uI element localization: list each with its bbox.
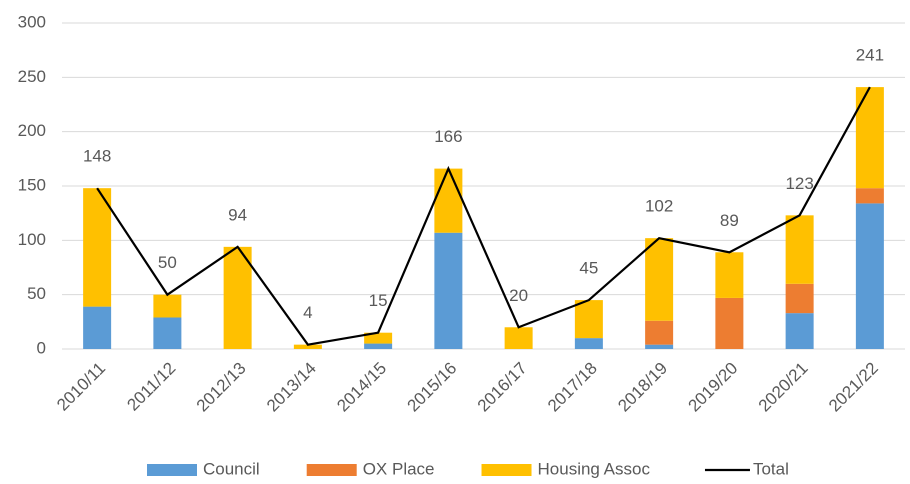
legend-swatch (306, 464, 357, 476)
bar-segment (434, 168, 463, 233)
bar-segment (574, 300, 603, 339)
bar-segment (223, 246, 252, 349)
bar-segment (434, 232, 463, 349)
y-tick-label: 0 (37, 338, 46, 357)
bar-segment (715, 297, 744, 349)
y-tick-label: 300 (18, 12, 46, 31)
data-label: 45 (579, 259, 598, 278)
y-tick-label: 100 (18, 230, 46, 249)
y-tick-label: 150 (18, 175, 46, 194)
data-label: 241 (856, 46, 884, 65)
x-tick-label: 2019/20 (684, 359, 741, 416)
bar-segment (645, 320, 674, 345)
y-tick-label: 50 (27, 284, 46, 303)
bar-segment (83, 306, 112, 349)
bar-segment (715, 252, 744, 298)
bar-segment (574, 338, 603, 349)
bar-segment (785, 283, 814, 314)
x-tick-label: 2012/13 (193, 359, 250, 416)
x-tick-label: 2017/18 (544, 359, 601, 416)
x-tick-label: 2013/14 (263, 359, 320, 416)
x-tick-label: 2010/11 (53, 359, 109, 415)
data-label: 50 (158, 253, 177, 272)
bar-segment (293, 344, 322, 349)
data-label: 94 (228, 205, 247, 224)
legend-label: Total (753, 459, 789, 478)
bar-segment (83, 188, 112, 307)
bar-segment (855, 203, 884, 349)
legend-swatch (481, 464, 532, 476)
legend-label: Housing Assoc (538, 459, 651, 478)
bar-segment (785, 313, 814, 349)
data-label: 123 (785, 174, 813, 193)
x-tick-label: 2015/16 (403, 359, 460, 416)
bar-segment (645, 238, 674, 321)
data-label: 166 (434, 127, 462, 146)
data-label: 4 (303, 303, 312, 322)
x-tick-label: 2016/17 (474, 359, 531, 416)
data-label: 20 (509, 286, 528, 305)
bar-segment (364, 332, 393, 344)
legend-label: OX Place (363, 459, 435, 478)
bar-segment (153, 317, 182, 349)
x-tick-label: 2011/12 (123, 359, 179, 415)
bar-segment (504, 327, 533, 349)
x-tick-label: 2014/15 (333, 359, 390, 416)
data-label: 102 (645, 197, 673, 216)
y-tick-label: 200 (18, 121, 46, 140)
x-tick-label: 2020/21 (755, 359, 812, 416)
bar-segment (153, 294, 182, 318)
bar-segment (855, 87, 884, 189)
bar-segment (785, 215, 814, 284)
x-tick-label: 2018/19 (614, 359, 671, 416)
bar-segment (855, 188, 884, 204)
bar-segment (364, 343, 393, 349)
total-line (96, 86, 871, 346)
data-label: 15 (369, 291, 388, 310)
legend-label: Council (203, 459, 260, 478)
bar-segment (645, 344, 674, 349)
data-label: 89 (720, 211, 739, 230)
x-tick-label: 2021/22 (825, 359, 882, 416)
data-label: 148 (83, 147, 111, 166)
y-tick-label: 250 (18, 67, 46, 86)
legend-swatch (147, 464, 197, 476)
